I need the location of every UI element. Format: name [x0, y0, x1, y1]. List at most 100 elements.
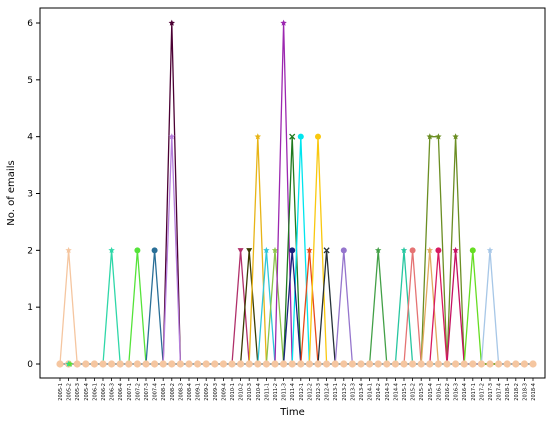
- data-point: [417, 360, 425, 368]
- data-point: [315, 133, 321, 140]
- x-tick-label: 2012-2: [307, 383, 313, 401]
- x-tick-label: 2012-4: [325, 383, 331, 401]
- data-point: [512, 360, 520, 368]
- data-point: [434, 360, 442, 368]
- x-tick-label: 2016-3: [454, 383, 460, 401]
- data-point: [219, 360, 227, 368]
- data-point: [237, 360, 245, 368]
- data-point: [142, 360, 150, 368]
- data-point: [357, 360, 365, 368]
- data-point: [151, 247, 158, 254]
- y-tick-label: 2: [27, 246, 33, 256]
- data-point: [133, 360, 141, 368]
- data-point: [305, 360, 313, 368]
- x-tick-label: 2010-4: [256, 383, 262, 401]
- x-tick-label: 2015-4: [428, 383, 434, 401]
- data-point: [426, 246, 434, 254]
- data-point: [340, 247, 347, 254]
- x-tick-label: 2011-2: [273, 383, 279, 401]
- data-point: [435, 133, 442, 140]
- x-axis: 2005-1 2005-2 2005-3 2005-4 2006-1 2006-2 2006…: [58, 378, 537, 401]
- data-point: [168, 19, 176, 26]
- data-point: [90, 360, 98, 368]
- data-point: [435, 247, 442, 254]
- x-tick-label: 2018-1: [505, 383, 511, 401]
- data-point: [280, 19, 287, 26]
- y-tick-label: 4: [27, 133, 33, 143]
- x-tick-label: 2013-1: [333, 383, 339, 401]
- x-tick-label: 2007-2: [135, 383, 141, 401]
- data-point: [271, 360, 279, 368]
- data-point: [228, 360, 236, 368]
- data-point: [168, 360, 176, 368]
- data-point: [56, 360, 64, 368]
- x-tick-label: 2007-1: [127, 383, 133, 401]
- data-point: [469, 360, 477, 368]
- data-point: [409, 247, 416, 254]
- data-point: [211, 360, 219, 368]
- data-point: [331, 360, 339, 368]
- data-point: [529, 360, 537, 368]
- data-point: [323, 247, 330, 254]
- data-point: [477, 360, 485, 368]
- y-tick-label: 1: [27, 303, 33, 313]
- x-tick-label: 2010-2: [239, 383, 245, 401]
- data-point: [108, 246, 115, 254]
- data-point: [254, 133, 262, 140]
- y-axis-label: No. of emails: [6, 160, 17, 225]
- data-point: [159, 360, 167, 368]
- data-point: [366, 360, 374, 368]
- data-point: [314, 360, 322, 368]
- data-point: [125, 360, 133, 368]
- x-tick-label: 2018-4: [531, 383, 537, 401]
- x-tick-label: 2014-2: [376, 383, 382, 401]
- data-point: [280, 360, 288, 368]
- data-point: [288, 360, 296, 368]
- data-point: [383, 360, 391, 368]
- data-point: [65, 246, 72, 254]
- x-tick-label: 2016-1: [436, 383, 442, 401]
- data-point: [108, 360, 116, 368]
- y-tick-label: 3: [27, 190, 33, 200]
- x-tick-label: 2015-1: [402, 383, 408, 401]
- data-point: [66, 360, 74, 367]
- x-tick-label: 2008-1: [161, 383, 167, 401]
- data-point: [262, 360, 270, 368]
- x-tick-label: 2007-3: [144, 383, 150, 401]
- data-point: [176, 360, 184, 368]
- x-tick-label: 2017-1: [471, 383, 477, 401]
- data-point: [185, 360, 193, 368]
- x-tick-label: 2008-2: [170, 383, 176, 401]
- x-tick-label: 2011-3: [282, 383, 288, 401]
- x-tick-label: 2018-3: [522, 383, 528, 401]
- data-point: [289, 133, 296, 140]
- data-point: [99, 360, 107, 368]
- data-point: [271, 246, 279, 254]
- data-point: [452, 133, 459, 140]
- data-point: [348, 360, 356, 368]
- x-tick-label: 2013-3: [350, 383, 356, 401]
- series-layer: [56, 19, 537, 368]
- x-axis-label: Time: [279, 407, 304, 418]
- x-tick-label: 2013-4: [359, 383, 365, 401]
- x-tick-label: 2009-4: [221, 383, 227, 401]
- data-point: [426, 360, 434, 368]
- x-tick-label: 2005-4: [84, 383, 90, 401]
- x-tick-label: 2015-3: [419, 383, 425, 401]
- data-point: [469, 247, 476, 254]
- data-point: [503, 360, 511, 368]
- data-point: [202, 360, 210, 368]
- data-point: [426, 133, 434, 140]
- baseline-markers: [56, 360, 537, 368]
- y-tick-label: 0: [27, 360, 33, 370]
- x-tick-label: 2006-4: [118, 383, 124, 401]
- x-tick-label: 2011-4: [290, 383, 296, 401]
- data-point: [460, 360, 468, 368]
- x-tick-label: 2016-4: [462, 383, 468, 401]
- data-point: [289, 247, 296, 254]
- x-tick-label: 2006-2: [101, 383, 107, 401]
- x-tick-label: 2012-3: [316, 383, 322, 401]
- x-tick-label: 2006-3: [110, 383, 116, 401]
